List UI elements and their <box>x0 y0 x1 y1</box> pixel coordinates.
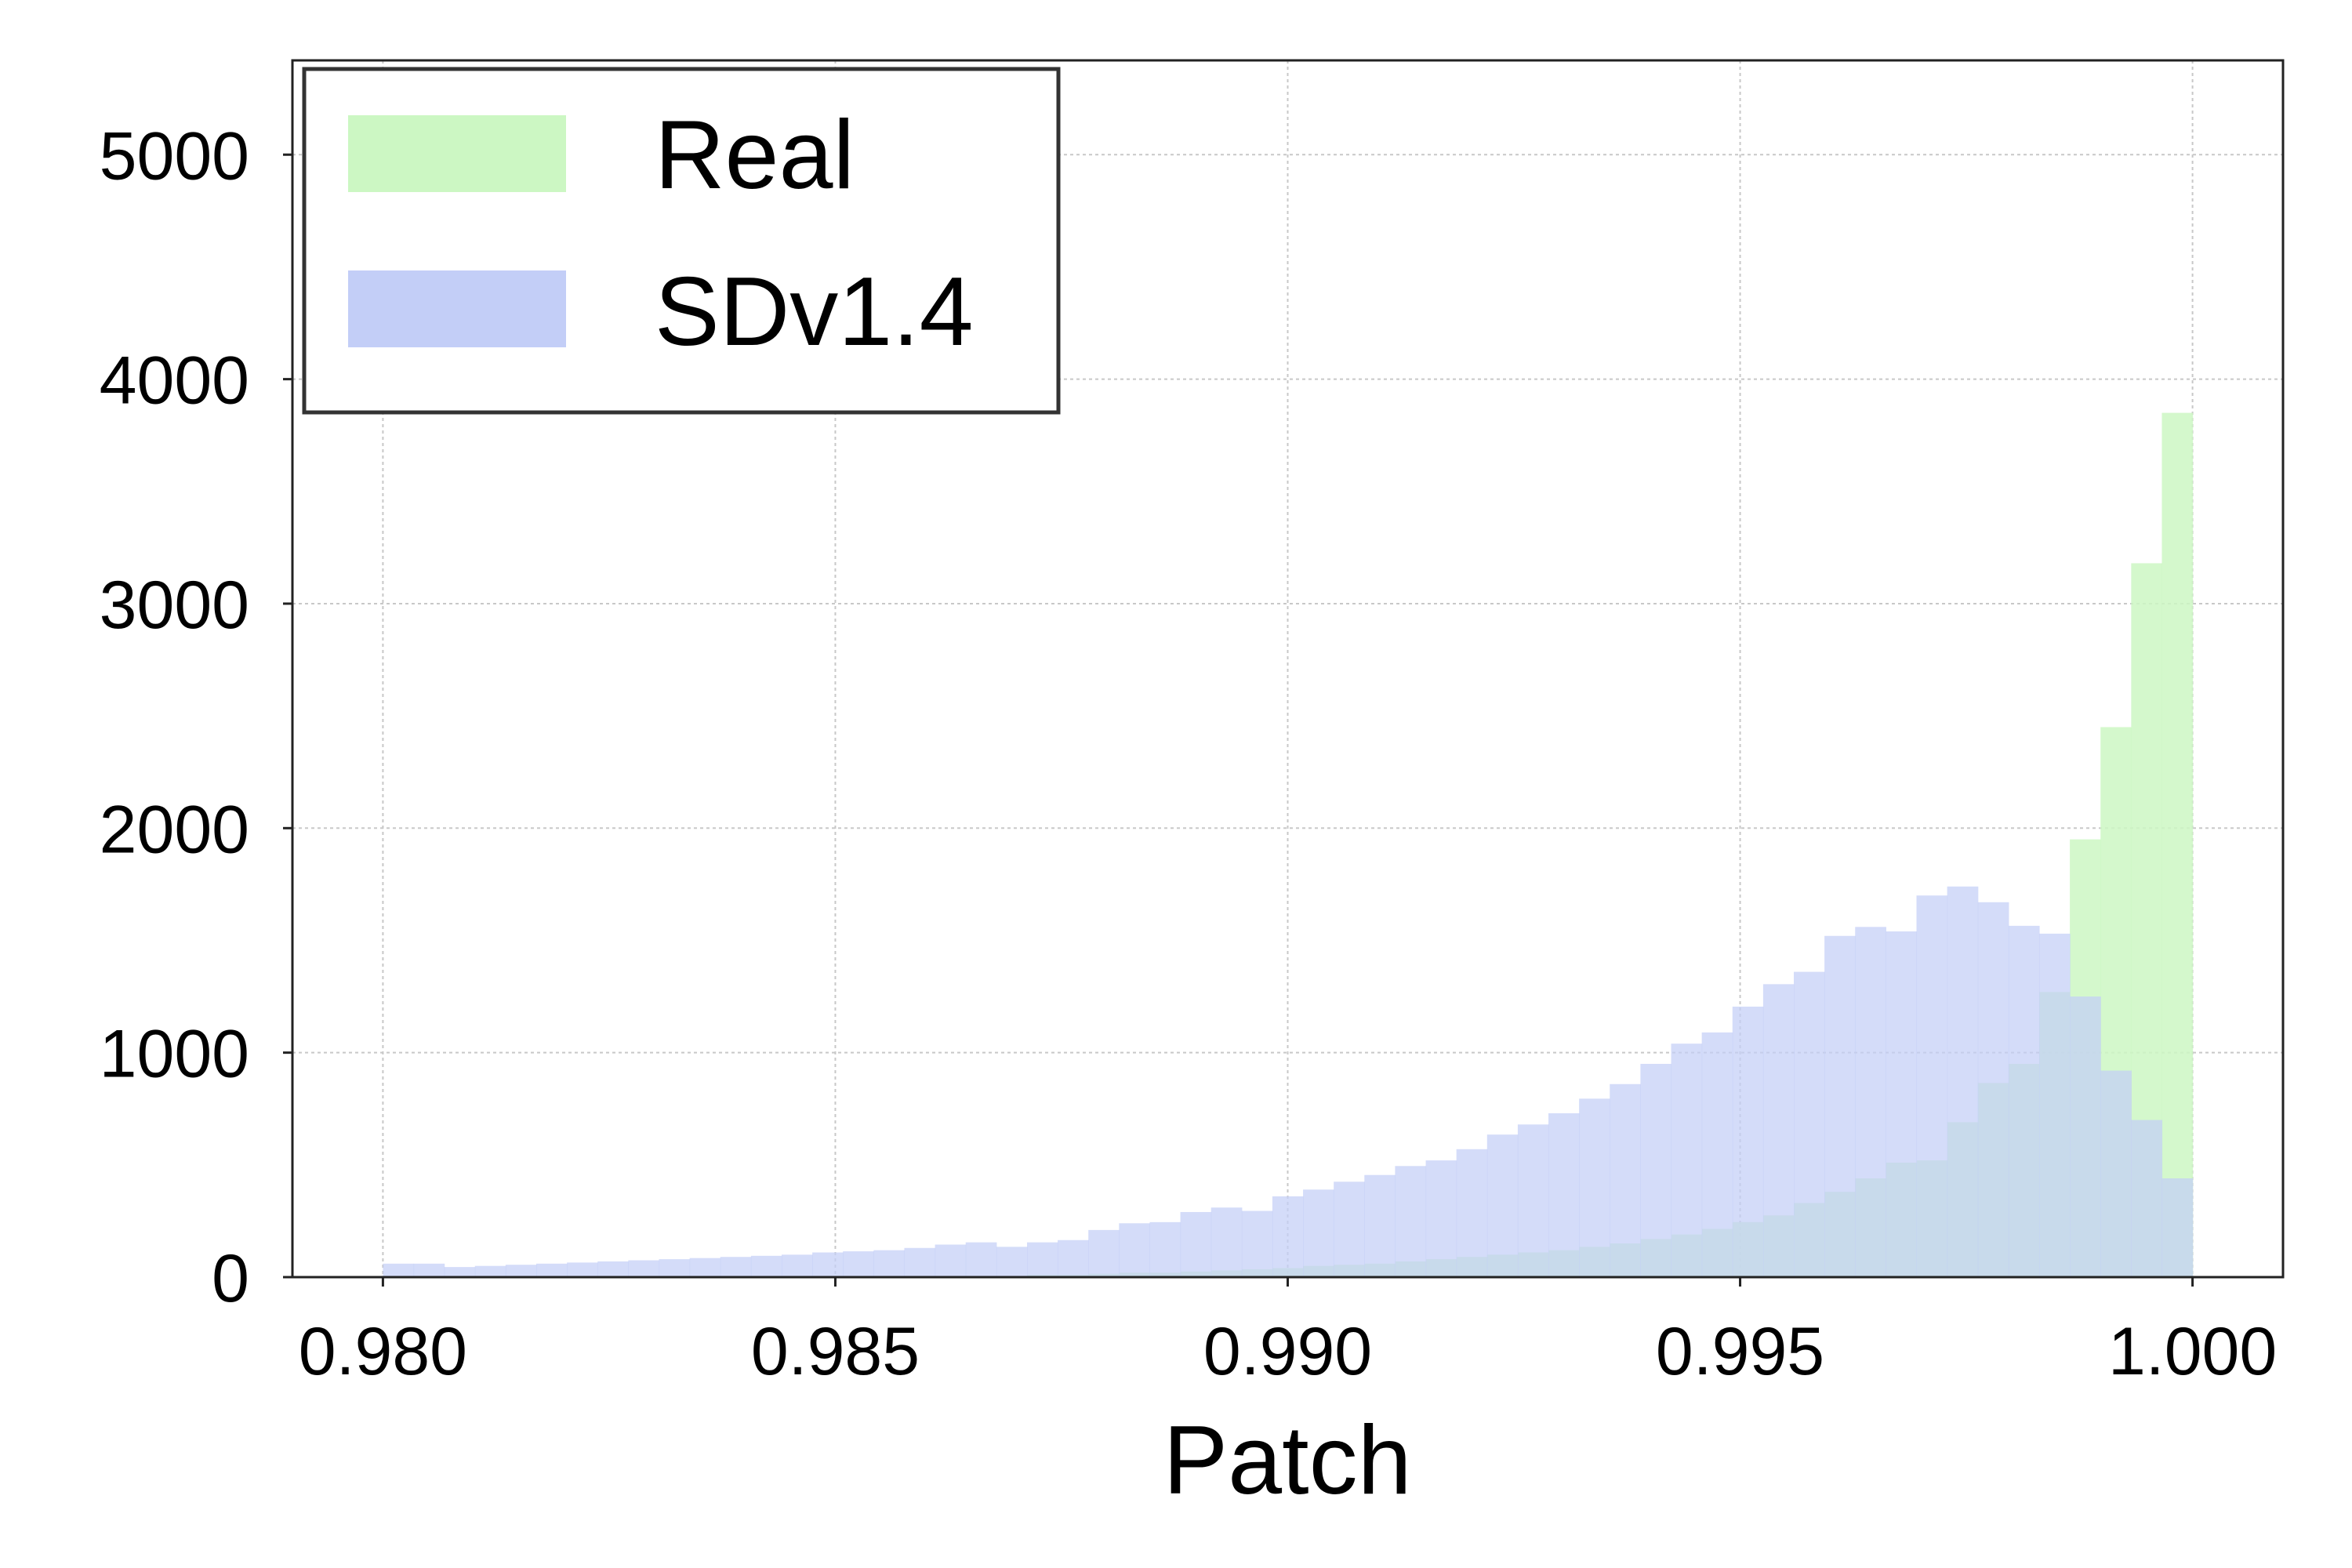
histogram-bar <box>628 1260 660 1277</box>
histogram-bar <box>1303 1189 1334 1277</box>
histogram-bar <box>659 1259 691 1277</box>
histogram-bar <box>597 1261 629 1277</box>
histogram-bar <box>1425 1160 1457 1277</box>
histogram-bar <box>1824 935 1856 1277</box>
histogram-bar <box>781 1254 813 1277</box>
histogram-bar <box>1241 1210 1273 1277</box>
histogram-bar <box>1701 1032 1733 1277</box>
series-sdv1-4 <box>383 886 2194 1277</box>
histogram-bar <box>1610 1083 1641 1277</box>
histogram-bar <box>474 1265 506 1277</box>
histogram-bar <box>2161 1178 2194 1277</box>
histogram-bar <box>1977 902 2009 1277</box>
y-tick-label: 0 <box>212 1241 249 1316</box>
histogram-bar <box>1026 1242 1058 1277</box>
histogram-bar <box>1058 1240 1089 1277</box>
histogram-bar <box>996 1247 1028 1277</box>
histogram-bar <box>689 1258 721 1277</box>
histogram-bar <box>1456 1149 1488 1277</box>
histogram-bar <box>1855 927 1886 1277</box>
histogram-bar <box>935 1244 967 1277</box>
x-tick-label: 1.000 <box>2108 1314 2277 1389</box>
histogram-bar <box>536 1263 568 1277</box>
histogram-bar <box>1486 1134 1519 1277</box>
histogram-bar <box>965 1242 997 1277</box>
histogram-bar <box>1517 1124 1549 1277</box>
y-tick-label: 2000 <box>100 792 249 867</box>
axis-ticks: 0.980 0.985 0.990 0.995 1.000 0 1000 2000 3000 40… <box>100 118 2278 1389</box>
histogram-bar <box>1548 1112 1580 1277</box>
legend: Real SDv1.4 <box>302 67 1061 415</box>
histogram-bar <box>843 1251 874 1277</box>
histogram-bar <box>1671 1044 1703 1277</box>
y-tick-label: 1000 <box>100 1017 249 1092</box>
histogram-bar <box>2161 412 2194 1277</box>
y-tick-label: 4000 <box>100 343 249 419</box>
histogram-bar <box>873 1250 906 1277</box>
histogram-bar <box>1732 1006 1764 1277</box>
histogram-bar <box>444 1267 476 1277</box>
histogram-bar <box>1395 1166 1427 1277</box>
x-axis-title: Patch <box>1163 1406 1411 1515</box>
histogram-bar <box>1947 886 1979 1277</box>
histogram-bar <box>720 1257 752 1277</box>
y-tick-label: 3000 <box>100 568 249 643</box>
histogram-bar <box>2131 1120 2163 1277</box>
histogram-bar <box>1149 1221 1181 1277</box>
x-tick-label: 0.980 <box>299 1314 467 1389</box>
histogram-bar <box>1180 1211 1212 1277</box>
y-tick-label: 5000 <box>100 118 249 194</box>
histogram-bar <box>567 1262 598 1277</box>
legend-label-sdv14: SDv1.4 <box>655 258 974 366</box>
histogram-bar <box>2100 1070 2132 1277</box>
histogram-bar <box>1088 1229 1120 1277</box>
x-tick-label: 0.985 <box>751 1314 920 1389</box>
x-tick-label: 0.995 <box>1656 1314 1824 1389</box>
histogram-bar <box>1640 1063 1672 1277</box>
histogram-bar <box>904 1247 936 1277</box>
legend-swatch-sdv14 <box>348 270 566 347</box>
histogram-bar <box>1210 1207 1243 1277</box>
histogram-bar <box>1794 971 1825 1277</box>
histogram-bar <box>505 1265 537 1277</box>
histogram-bar <box>1886 931 1918 1277</box>
histogram-bar <box>1119 1223 1151 1277</box>
histogram-bar <box>1916 895 1948 1277</box>
histogram-bar <box>812 1252 844 1277</box>
histogram-bar <box>2070 996 2101 1277</box>
legend-label-real: Real <box>655 101 855 209</box>
histogram-bar <box>750 1255 782 1277</box>
histogram-bar <box>1579 1098 1610 1277</box>
legend-swatch-real <box>348 115 566 192</box>
histogram-bar <box>1364 1174 1396 1277</box>
histogram-bar <box>1762 984 1795 1277</box>
x-tick-label: 0.990 <box>1203 1314 1372 1389</box>
histogram-bar <box>1334 1181 1365 1277</box>
histogram-bar <box>413 1263 445 1277</box>
histogram-bar <box>1272 1196 1304 1277</box>
histogram-bars <box>383 412 2194 1277</box>
histogram-bar <box>383 1263 415 1277</box>
histogram-bar <box>2038 933 2071 1277</box>
histogram-bar <box>2008 925 2040 1277</box>
